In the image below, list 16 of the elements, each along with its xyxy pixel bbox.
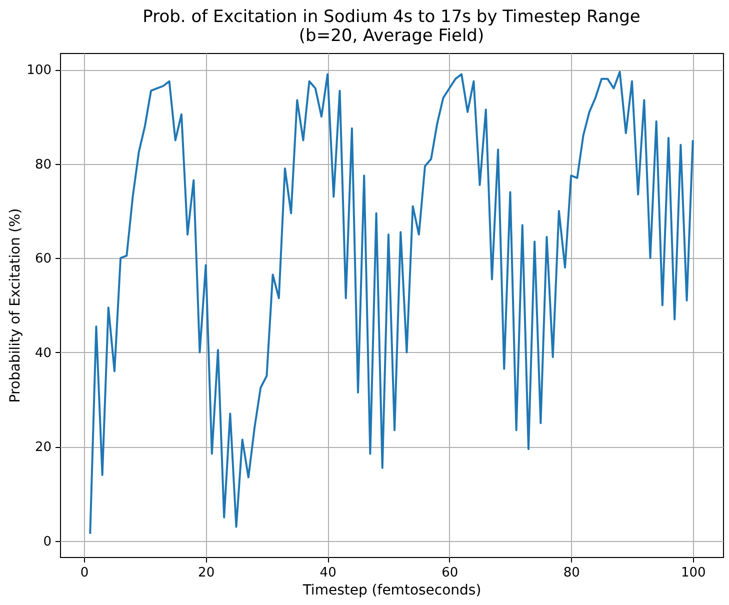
y-tick-label: 20 <box>34 440 52 456</box>
y-tick-label: 100 <box>26 63 52 78</box>
line-series <box>89 70 694 535</box>
y-tick-label: 40 <box>34 346 52 361</box>
y-tick-label: 0 <box>43 534 52 550</box>
x-axis-title: Timestep (femtoseconds) <box>302 582 482 598</box>
chart-title: Prob. of Excitation in Sodium 4s to 17s by Timestep Range (b=20, Average Field) <box>142 7 640 46</box>
y-tick-label: 60 <box>34 252 52 267</box>
x-tick-label: 20 <box>198 566 215 580</box>
x-tick-label: 80 <box>563 566 580 580</box>
y-tick-label: 80 <box>34 157 52 172</box>
x-tick-label: 100 <box>680 566 706 580</box>
y-axis-title: Probability of Excitation (%) <box>8 208 24 403</box>
x-tick-label: 60 <box>442 566 458 580</box>
x-tick-label: 40 <box>320 566 336 580</box>
x-tick-label: 0 <box>80 566 89 580</box>
